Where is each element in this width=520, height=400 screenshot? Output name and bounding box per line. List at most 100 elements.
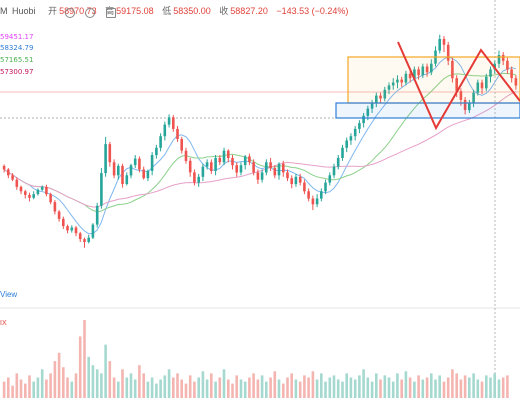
high-value: 59175.08 — [116, 6, 154, 16]
volume-bar — [91, 365, 95, 398]
candle — [32, 191, 35, 200]
candle — [239, 162, 243, 176]
exchange-name: Huobi — [12, 6, 36, 16]
candle-body — [269, 162, 272, 169]
volume-bar — [121, 369, 124, 398]
candle — [489, 66, 492, 83]
candle — [370, 99, 374, 113]
candle-body — [273, 168, 277, 176]
candle-body — [83, 239, 86, 242]
volume-bar — [353, 379, 357, 398]
volume-bar — [163, 375, 167, 398]
volume-bar — [286, 377, 289, 398]
candle-body — [32, 194, 35, 198]
candle — [265, 159, 268, 176]
candle — [218, 155, 222, 166]
drawing-tools[interactable] — [335, 41, 520, 131]
candle-body — [472, 92, 475, 103]
volume-bar — [176, 373, 179, 398]
volume-bar — [197, 377, 200, 398]
candle-body — [239, 165, 243, 173]
candle-body — [375, 95, 378, 103]
candle-body — [506, 60, 509, 70]
candle — [24, 189, 27, 199]
candle-body — [155, 147, 158, 156]
candle-body — [150, 155, 154, 171]
candle — [438, 34, 441, 54]
volume-bar — [180, 379, 183, 398]
volume-bar — [404, 371, 408, 398]
candle — [129, 163, 133, 179]
ma-value-1: 59451.17 — [0, 33, 34, 41]
candle-body — [19, 186, 23, 192]
ma-value-2: 58324.79 — [0, 44, 34, 52]
volume-bar — [74, 373, 78, 398]
settings-icon[interactable] — [85, 8, 96, 18]
candle-body — [332, 166, 336, 176]
volume-bar — [117, 381, 120, 398]
candle-body — [451, 60, 454, 79]
candle — [28, 192, 31, 202]
candle — [74, 226, 78, 237]
candle — [104, 136, 107, 177]
candle-body — [24, 191, 27, 195]
candle-body — [11, 175, 14, 180]
close-icon[interactable] — [105, 8, 116, 18]
candle-body — [235, 165, 238, 173]
volume-bar — [19, 379, 23, 398]
candle-body — [421, 66, 425, 76]
candle — [425, 63, 429, 77]
candle-body — [396, 79, 399, 83]
volume-bar — [413, 381, 416, 398]
volume-bar — [396, 373, 399, 398]
candle-body — [324, 182, 327, 192]
candle-body — [104, 144, 107, 174]
candle — [260, 169, 264, 183]
candle-body — [417, 69, 420, 76]
candle — [125, 172, 129, 186]
candle-body — [341, 147, 344, 158]
volume-bar — [2, 381, 6, 398]
volume-bar — [430, 373, 433, 398]
candle — [7, 168, 10, 179]
volume-bar — [282, 383, 285, 398]
candle-body — [391, 82, 395, 86]
volume-bar — [273, 371, 277, 398]
candle — [231, 155, 234, 170]
candle-body — [438, 39, 441, 51]
candle — [307, 188, 310, 202]
volume-bar — [324, 381, 327, 398]
candle-body — [40, 186, 44, 190]
candle — [514, 75, 518, 90]
candle — [294, 173, 298, 187]
candle-body — [362, 115, 365, 124]
volume-bar — [459, 379, 463, 398]
volume-bar — [24, 383, 27, 398]
candle — [184, 147, 188, 164]
candle — [87, 234, 90, 244]
view-label[interactable]: View — [0, 290, 18, 299]
candle — [172, 115, 175, 132]
eye-icon[interactable] — [65, 8, 75, 18]
candle-body — [243, 156, 247, 166]
volume-bar — [421, 379, 425, 398]
low-value: 58350.00 — [173, 6, 211, 16]
candle-body — [129, 165, 133, 176]
volume-bar — [379, 379, 382, 398]
volume-bar — [265, 381, 268, 398]
candle — [282, 160, 285, 177]
volume-bar — [146, 381, 150, 398]
candle-body — [184, 150, 188, 161]
candle-body — [49, 194, 52, 203]
volume-bar — [210, 373, 213, 398]
candle — [36, 188, 40, 196]
volume-bar — [70, 381, 74, 398]
volume-bar — [315, 379, 319, 398]
candle — [341, 144, 344, 161]
candle — [252, 159, 255, 176]
volume-bar — [256, 379, 260, 398]
ma-slow-line — [3, 91, 517, 208]
candle-body — [387, 85, 391, 90]
candle-body — [188, 160, 192, 173]
candle-body — [510, 69, 513, 79]
